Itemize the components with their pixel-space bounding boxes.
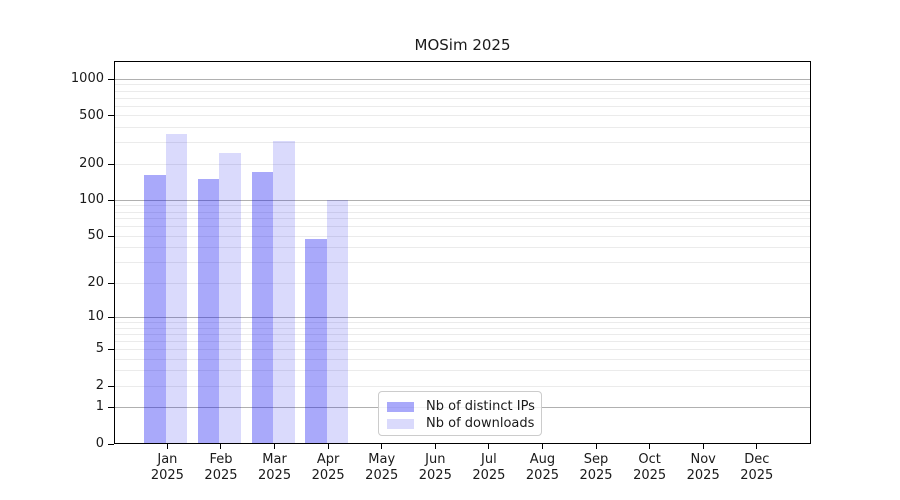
x-tick-mark [220, 444, 222, 449]
minor-gridline [114, 282, 811, 284]
x-tick-label-nov: Nov 2025 [686, 452, 720, 483]
y-tick-label: 5 [95, 341, 104, 357]
x-tick-mark [488, 444, 490, 449]
minor-gridline [114, 205, 811, 207]
y-tick-mark [108, 199, 114, 201]
x-tick-label-mar: Mar 2025 [258, 452, 292, 483]
minor-gridline [114, 358, 811, 360]
minor-gridline [114, 385, 811, 387]
x-tick-label-feb: Feb 2025 [204, 452, 238, 483]
legend-item-downloads: Nb of downloads [387, 415, 535, 432]
minor-gridline [114, 97, 811, 99]
legend-label-downloads: Nb of downloads [426, 416, 535, 431]
x-tick-mark [756, 444, 758, 449]
x-tick-label-jul: Jul 2025 [472, 452, 506, 483]
x-tick-label-jan: Jan 2025 [150, 452, 184, 483]
y-tick-mark [108, 316, 114, 318]
minor-gridline [114, 321, 811, 323]
y-tick-label: 0 [95, 436, 104, 451]
y-tick-label: 100 [79, 192, 104, 208]
legend: Nb of distinct IPs Nb of downloads [378, 391, 542, 436]
legend-swatch-distinct-ips [387, 401, 414, 412]
minor-gridline [114, 115, 811, 117]
x-tick-mark [327, 444, 329, 449]
minor-gridline [114, 370, 811, 372]
minor-gridline [114, 340, 811, 342]
y-tick-label: 1000 [70, 71, 104, 87]
bar-jan-downloads [165, 134, 188, 444]
x-tick-mark [649, 444, 651, 449]
bar-mar-downloads [273, 141, 295, 444]
major-gridline [114, 78, 811, 80]
minor-gridline [114, 247, 811, 249]
x-tick-mark [274, 444, 276, 449]
major-gridline [114, 316, 811, 318]
minor-gridline [114, 226, 811, 228]
x-tick-mark [541, 444, 543, 449]
x-tick-label-oct: Oct 2025 [633, 452, 667, 483]
minor-gridline [114, 333, 811, 335]
bar-apr-downloads [326, 200, 349, 444]
x-tick-mark [434, 444, 436, 449]
minor-gridline [114, 127, 811, 129]
x-tick-label-aug: Aug 2025 [525, 452, 559, 483]
y-tick-label: 1 [95, 399, 104, 415]
y-tick-mark [108, 115, 114, 117]
legend-label-distinct-ips: Nb of distinct IPs [426, 399, 535, 414]
y-tick-mark [108, 78, 114, 80]
chart-title: MOSim 2025 [414, 36, 511, 54]
minor-gridline [114, 235, 811, 237]
y-tick-mark [108, 163, 114, 165]
y-tick-mark [108, 406, 114, 408]
minor-gridline [114, 218, 811, 220]
minor-gridline [114, 90, 811, 92]
plot-area: Nb of distinct IPs Nb of downloads [114, 61, 811, 444]
y-tick-mark [108, 282, 114, 284]
x-tick-mark [595, 444, 597, 449]
minor-gridline [114, 348, 811, 350]
minor-gridline [114, 105, 811, 107]
legend-item-distinct-ips: Nb of distinct IPs [387, 398, 535, 415]
x-tick-label-dec: Dec 2025 [740, 452, 774, 483]
y-tick-label: 10 [87, 309, 104, 325]
x-tick-label-sep: Sep 2025 [579, 452, 613, 483]
y-tick-mark [108, 385, 114, 387]
minor-gridline [114, 163, 811, 165]
y-tick-mark [108, 348, 114, 350]
x-tick-label-jun: Jun 2025 [418, 452, 452, 483]
bar-feb-distinct-ips [197, 179, 220, 444]
minor-gridline [114, 262, 811, 264]
y-tick-label: 500 [79, 107, 104, 123]
bar-apr-distinct-ips [305, 238, 327, 444]
y-tick-label: 200 [79, 156, 104, 172]
y-tick-label: 50 [87, 228, 104, 244]
bar-jan-distinct-ips [144, 174, 166, 444]
minor-gridline [114, 211, 811, 213]
bar-mar-distinct-ips [251, 171, 274, 444]
y-tick-label: 2 [95, 378, 104, 393]
x-tick-mark [166, 444, 168, 449]
minor-gridline [114, 84, 811, 86]
y-tick-mark [108, 235, 114, 237]
minor-gridline [114, 327, 811, 329]
x-tick-mark [381, 444, 383, 449]
y-tick-label: 20 [87, 275, 104, 291]
minor-gridline [114, 142, 811, 144]
y-tick-mark [108, 443, 114, 445]
major-gridline [114, 199, 811, 201]
x-tick-label-apr: Apr 2025 [311, 452, 345, 483]
bar-feb-downloads [219, 153, 241, 444]
legend-swatch-downloads [387, 418, 414, 429]
x-tick-label-may: May 2025 [365, 452, 399, 483]
x-tick-mark [702, 444, 704, 449]
